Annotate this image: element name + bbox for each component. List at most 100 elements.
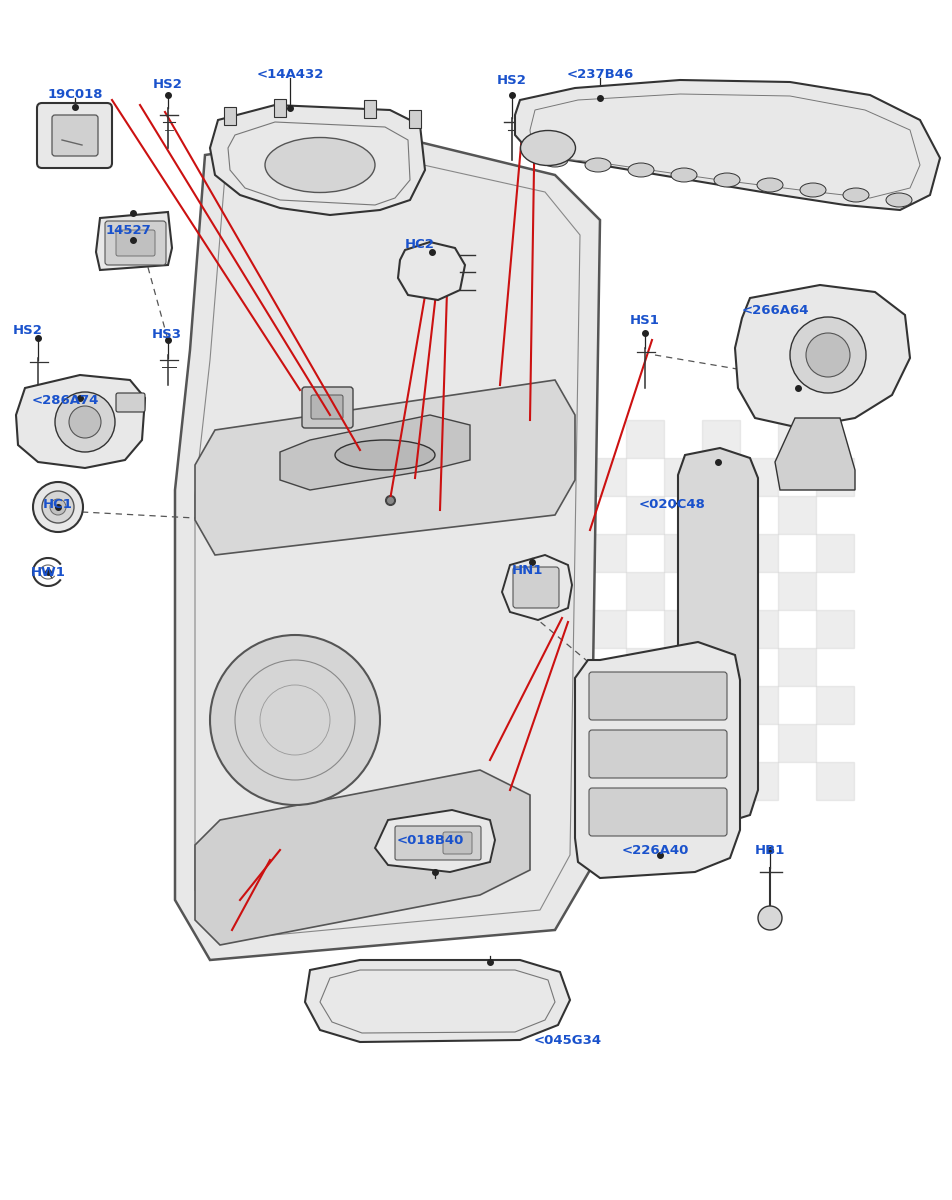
FancyBboxPatch shape xyxy=(443,832,472,854)
Polygon shape xyxy=(398,242,465,300)
Ellipse shape xyxy=(585,158,611,172)
Circle shape xyxy=(33,482,83,532)
FancyBboxPatch shape xyxy=(105,221,166,265)
Bar xyxy=(778,724,816,762)
Bar xyxy=(626,420,664,458)
Bar xyxy=(778,420,816,458)
Text: <226A40: <226A40 xyxy=(622,844,688,857)
FancyBboxPatch shape xyxy=(37,103,112,168)
Bar xyxy=(778,496,816,534)
Text: <020C48: <020C48 xyxy=(639,498,705,511)
Ellipse shape xyxy=(542,152,568,167)
FancyBboxPatch shape xyxy=(589,730,727,778)
Ellipse shape xyxy=(714,173,740,187)
Text: HS2: HS2 xyxy=(153,78,183,91)
Polygon shape xyxy=(502,554,572,620)
Circle shape xyxy=(55,392,115,452)
Bar xyxy=(550,724,588,762)
Ellipse shape xyxy=(886,193,912,206)
Circle shape xyxy=(42,491,74,523)
Bar xyxy=(702,724,740,762)
Text: HN1: HN1 xyxy=(511,564,543,576)
Bar xyxy=(740,610,778,648)
Bar xyxy=(664,762,702,800)
Text: HC2: HC2 xyxy=(405,239,435,252)
Ellipse shape xyxy=(265,138,375,192)
Circle shape xyxy=(210,635,380,805)
Circle shape xyxy=(758,906,782,930)
Ellipse shape xyxy=(521,131,576,166)
Bar xyxy=(550,572,588,610)
Text: HB1: HB1 xyxy=(755,844,785,857)
Bar xyxy=(626,648,664,686)
Bar xyxy=(816,458,854,496)
Bar xyxy=(664,534,702,572)
Polygon shape xyxy=(575,642,740,878)
Text: <045G34: <045G34 xyxy=(534,1033,602,1046)
FancyBboxPatch shape xyxy=(513,566,559,608)
Bar xyxy=(664,610,702,648)
Polygon shape xyxy=(375,810,495,872)
Bar xyxy=(702,648,740,686)
Bar xyxy=(816,762,854,800)
Polygon shape xyxy=(195,380,575,554)
Bar xyxy=(740,762,778,800)
FancyBboxPatch shape xyxy=(311,395,343,419)
Polygon shape xyxy=(195,770,530,946)
Polygon shape xyxy=(735,284,910,428)
Bar xyxy=(550,420,588,458)
Text: Scuderia: Scuderia xyxy=(221,524,579,595)
Bar xyxy=(364,100,376,118)
Polygon shape xyxy=(305,960,570,1042)
Text: 19C018: 19C018 xyxy=(48,89,103,102)
Bar xyxy=(550,648,588,686)
Bar xyxy=(778,648,816,686)
FancyBboxPatch shape xyxy=(589,672,727,720)
FancyBboxPatch shape xyxy=(116,230,155,256)
Bar xyxy=(816,686,854,724)
Bar xyxy=(702,572,740,610)
Ellipse shape xyxy=(628,163,654,176)
Text: HS2: HS2 xyxy=(497,73,527,86)
FancyBboxPatch shape xyxy=(52,115,98,156)
Bar xyxy=(274,98,286,116)
FancyBboxPatch shape xyxy=(116,392,145,412)
Bar xyxy=(409,110,421,128)
Bar xyxy=(588,458,626,496)
Text: <237B46: <237B46 xyxy=(566,68,634,82)
Ellipse shape xyxy=(843,188,869,202)
Polygon shape xyxy=(96,212,172,270)
Ellipse shape xyxy=(757,178,783,192)
Bar xyxy=(626,496,664,534)
Text: <018B40: <018B40 xyxy=(396,834,464,846)
Bar xyxy=(702,496,740,534)
Bar xyxy=(224,107,236,125)
FancyBboxPatch shape xyxy=(589,788,727,836)
Bar xyxy=(588,534,626,572)
Bar xyxy=(550,496,588,534)
Bar xyxy=(588,686,626,724)
Polygon shape xyxy=(515,80,940,210)
Ellipse shape xyxy=(335,440,435,470)
Polygon shape xyxy=(175,130,600,960)
Bar xyxy=(664,458,702,496)
Bar xyxy=(778,572,816,610)
Bar xyxy=(740,458,778,496)
Polygon shape xyxy=(210,104,425,215)
Text: <266A64: <266A64 xyxy=(742,304,809,317)
FancyBboxPatch shape xyxy=(302,386,353,428)
Bar xyxy=(626,572,664,610)
Text: autoparts: autoparts xyxy=(318,608,543,650)
Circle shape xyxy=(806,332,850,377)
Polygon shape xyxy=(678,448,758,826)
Bar xyxy=(740,686,778,724)
Polygon shape xyxy=(280,415,470,490)
Text: HS1: HS1 xyxy=(630,313,660,326)
Bar xyxy=(740,534,778,572)
Bar xyxy=(664,686,702,724)
Bar xyxy=(816,610,854,648)
Ellipse shape xyxy=(671,168,697,182)
Bar xyxy=(588,762,626,800)
Text: HC1: HC1 xyxy=(43,498,73,511)
Bar xyxy=(626,724,664,762)
